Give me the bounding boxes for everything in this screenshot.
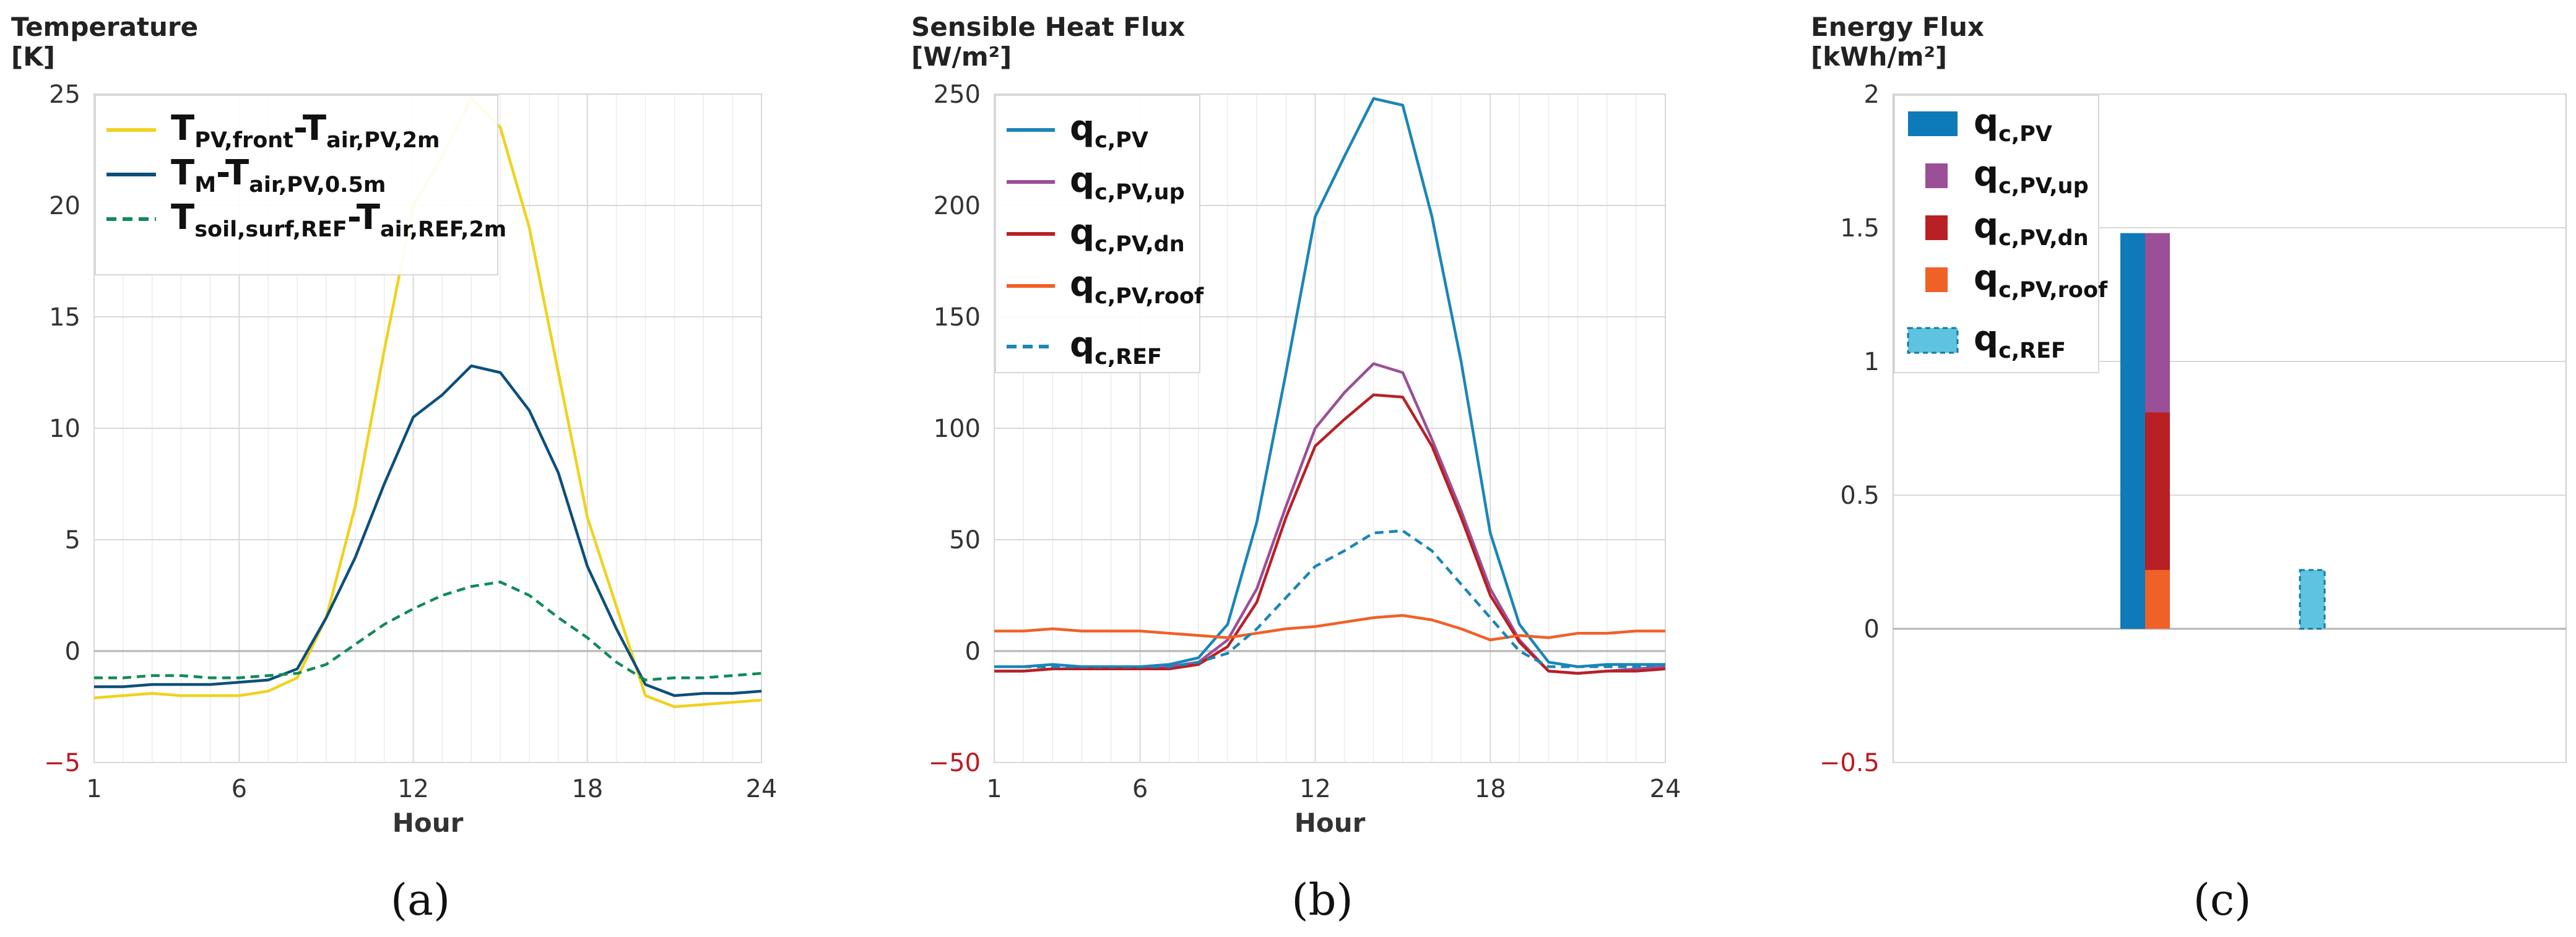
series-line-1: [994, 97, 1665, 668]
legend-label: Tsoil,surf,REF-Tair,REF,2m: [171, 197, 506, 242]
y-tick-label: 100: [934, 415, 981, 443]
x-tick-label: 1: [986, 775, 1002, 803]
series-line-5: [994, 529, 1666, 668]
y-tick-label: 20: [49, 192, 80, 220]
x-tick-label: 1: [86, 775, 102, 803]
y-tick-label: 2: [1864, 80, 1880, 109]
y-tick-label: −5: [44, 749, 80, 777]
legend-swatch: [1925, 267, 1948, 292]
x-tick-label: 18: [571, 775, 603, 803]
y-tick-label: 5: [65, 526, 80, 555]
y-tick-label: 25: [49, 80, 80, 109]
legend-label: qc,PV,roof: [1974, 258, 2108, 303]
legend-swatch: [1925, 163, 1948, 188]
chart-title: Temperature: [11, 12, 198, 42]
series-line-2: [94, 364, 762, 697]
legend-label: qc,REF: [1974, 319, 2066, 363]
y-tick-label: 0: [1864, 615, 1880, 644]
chart-unit-label: [W/m²]: [911, 41, 1012, 72]
y-tick-label: 150: [934, 303, 981, 332]
legend-label: qc,PV,dn: [1070, 212, 1185, 257]
panel-caption: (c): [2193, 874, 2252, 925]
chart-title: Energy Flux: [1811, 12, 1984, 42]
bar-segment: [2120, 233, 2145, 629]
y-tick-label: 1.5: [1840, 214, 1880, 243]
panel-caption: (b): [1291, 874, 1353, 925]
y-tick-label: 250: [934, 80, 981, 109]
legend-label: qc,PV,up: [1070, 160, 1185, 205]
legend-label: qc,PV: [1974, 102, 2052, 147]
y-tick-label: 10: [49, 415, 80, 443]
bar-segment: [2145, 233, 2170, 413]
legend-label: qc,PV: [1070, 108, 1148, 153]
x-tick-label: 18: [1475, 775, 1506, 803]
x-tick-label: 12: [397, 775, 429, 803]
x-tick-label: 6: [232, 775, 247, 803]
legend-label: qc,PV,up: [1974, 154, 2089, 199]
legend-swatch: [1925, 215, 1948, 240]
chart-panel-a: Temperature[K] 1 6 12 18 24 −5 0 5 10 15 20 25 Hour TP…: [11, 12, 777, 925]
x-tick-label: 24: [1650, 775, 1681, 803]
x-tick-label: 24: [746, 775, 778, 803]
chart-unit-label: [K]: [11, 41, 55, 72]
y-tick-label: 50: [949, 526, 981, 555]
y-tick-label: 200: [934, 192, 981, 220]
legend-label: qc,REF: [1070, 325, 1162, 369]
y-tick-label: 0: [965, 637, 981, 666]
y-tick-label: −50: [929, 749, 981, 777]
chart-panel-c: Energy Flux[kWh/m²] −0.5 0 0.5 1 1.5 2 qc,PV qc,…: [1811, 12, 2567, 925]
bar-segment: [2145, 569, 2170, 629]
bar-segment: [2145, 412, 2170, 570]
series-line-4: [994, 614, 1665, 642]
series-line-3: [994, 393, 1666, 675]
legend-box: [95, 95, 498, 275]
x-tick-label: 6: [1132, 775, 1148, 803]
y-tick-label: 0.5: [1840, 481, 1880, 510]
legend-label: qc,PV,dn: [1974, 206, 2089, 251]
x-axis-label: Hour: [1295, 808, 1366, 838]
bar-segment: [2299, 569, 2326, 630]
legend-label: TM-Tair,PV,0.5m: [171, 153, 386, 197]
y-tick-label: 0: [65, 637, 80, 666]
chart-unit-label: [kWh/m²]: [1811, 41, 1947, 72]
y-tick-label: −0.5: [1819, 749, 1880, 777]
x-axis-label: Hour: [392, 808, 464, 838]
y-tick-label: 15: [49, 303, 80, 332]
x-tick-label: 12: [1299, 775, 1331, 803]
chart-panel-b: Sensible Heat Flux[W/m²] 1 6 12 18 24 −50 0 50 10…: [911, 12, 1681, 925]
legend-label: TPV,front-Tair,PV,2m: [171, 108, 440, 153]
legend-label: qc,PV,roof: [1070, 264, 1204, 309]
chart-title: Sensible Heat Flux: [911, 12, 1185, 42]
legend-swatch: [1907, 327, 1959, 354]
legend-swatch: [1908, 111, 1958, 136]
y-tick-label: 1: [1864, 348, 1880, 376]
panel-caption: (a): [391, 874, 450, 925]
